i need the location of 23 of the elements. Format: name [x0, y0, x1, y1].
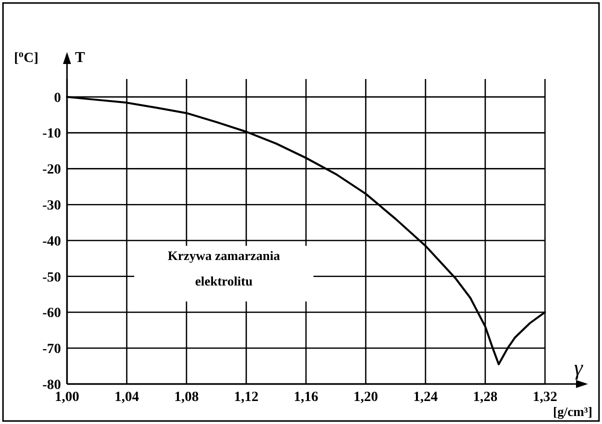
x-tick-label: 1,32 — [532, 390, 558, 405]
x-tick-label: 1,28 — [473, 390, 498, 405]
y-tick-label: -20 — [42, 162, 61, 178]
y-tick-label: -80 — [42, 378, 61, 393]
x-tick-label: 1,24 — [413, 390, 438, 405]
y-tick-label: -50 — [42, 270, 61, 286]
x-tick-label: 1,12 — [234, 390, 258, 405]
y-tick-label: -30 — [42, 198, 61, 214]
y-tick-label: -60 — [42, 306, 61, 322]
x-tick-label: 1,16 — [294, 390, 318, 405]
x-tick-label: 1,00 — [54, 390, 80, 405]
x-tick-label: 1,04 — [114, 390, 139, 405]
y-tick-label: -70 — [42, 342, 61, 358]
annotation: Krzywa zamarzania elektrolitu — [168, 248, 280, 288]
y-axis-title: T — [75, 50, 86, 66]
x-tick-label: 1,20 — [354, 390, 378, 405]
y-tick-label: 0 — [54, 90, 61, 106]
text: [$^{o}$C] — [14, 48, 38, 66]
x-axis-title: γ — [574, 355, 584, 380]
y-tick-label: -40 — [42, 234, 61, 250]
text: [g/cm³] — [553, 404, 592, 419]
x-tick-label: 1,08 — [174, 390, 199, 405]
y-tick-label: -10 — [42, 126, 61, 142]
